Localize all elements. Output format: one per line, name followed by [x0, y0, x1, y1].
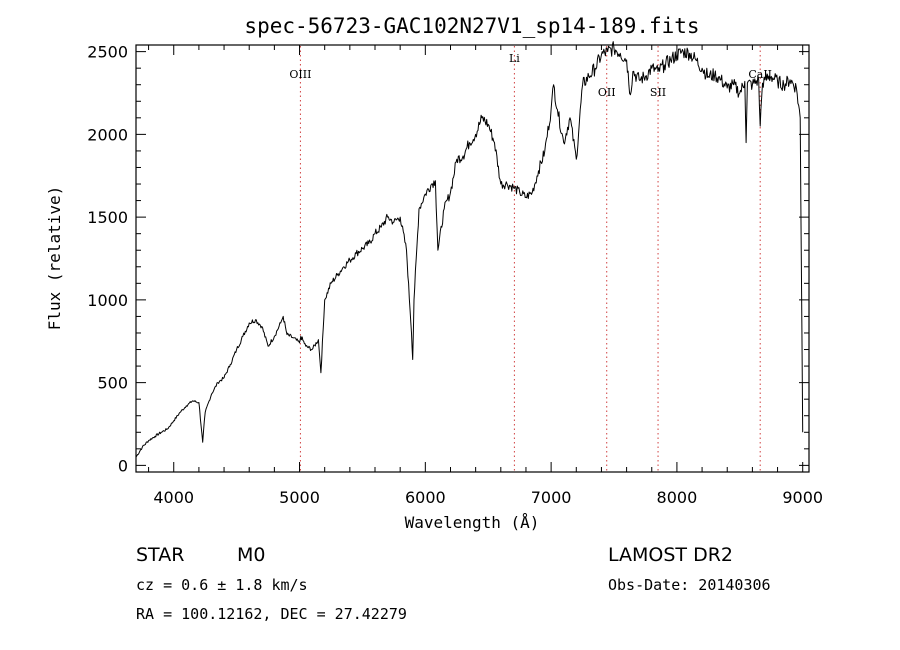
- chart-title: spec-56723-GAC102N27V1_sp14-189.fits: [244, 14, 699, 38]
- x-tick-label: 4000: [153, 488, 194, 507]
- y-tick-label: 0: [118, 456, 128, 475]
- y-axis-label: Flux (relative): [45, 186, 64, 331]
- spectrum-series: [135, 41, 804, 458]
- survey-name: LAMOST DR2: [608, 544, 733, 566]
- marker-label-li: Li: [509, 52, 520, 65]
- y-tick-label: 1500: [87, 208, 128, 227]
- y-tick-label: 500: [97, 374, 128, 393]
- observation-date: Obs-Date: 20140306: [608, 576, 771, 594]
- y-tick-label: 1000: [87, 291, 128, 310]
- coordinates: RA = 100.12162, DEC = 27.42279: [136, 605, 407, 623]
- x-tick-label: 6000: [405, 488, 446, 507]
- x-tick-label: 7000: [531, 488, 572, 507]
- x-axis-ticks: 4000 5000 6000 7000 8000 9000: [148, 45, 823, 507]
- marker-label-oii: OII: [598, 86, 616, 99]
- spectrum-caption: STAR M0 LAMOST DR2 cz = 0.6 ± 1.8 km/s O…: [136, 544, 771, 623]
- y-tick-label: 2000: [87, 125, 128, 144]
- spectrum-line: [135, 41, 804, 458]
- x-tick-label: 9000: [782, 488, 823, 507]
- plot-border: [135, 44, 810, 473]
- y-tick-label: 2500: [87, 43, 128, 62]
- x-tick-label: 5000: [279, 488, 320, 507]
- axes-frame: [135, 44, 810, 473]
- marker-label-sii: SII: [650, 86, 666, 99]
- spectral-subclass: M0: [237, 544, 265, 566]
- x-axis-label: Wavelength (Å): [405, 513, 540, 532]
- x-tick-label: 8000: [657, 488, 698, 507]
- redshift-cz: cz = 0.6 ± 1.8 km/s: [136, 576, 308, 594]
- marker-label-oiii: OIII: [289, 68, 311, 81]
- object-type: STAR: [136, 544, 184, 566]
- y-axis-ticks: 0 500 1000 1500 2000 2500: [87, 43, 809, 475]
